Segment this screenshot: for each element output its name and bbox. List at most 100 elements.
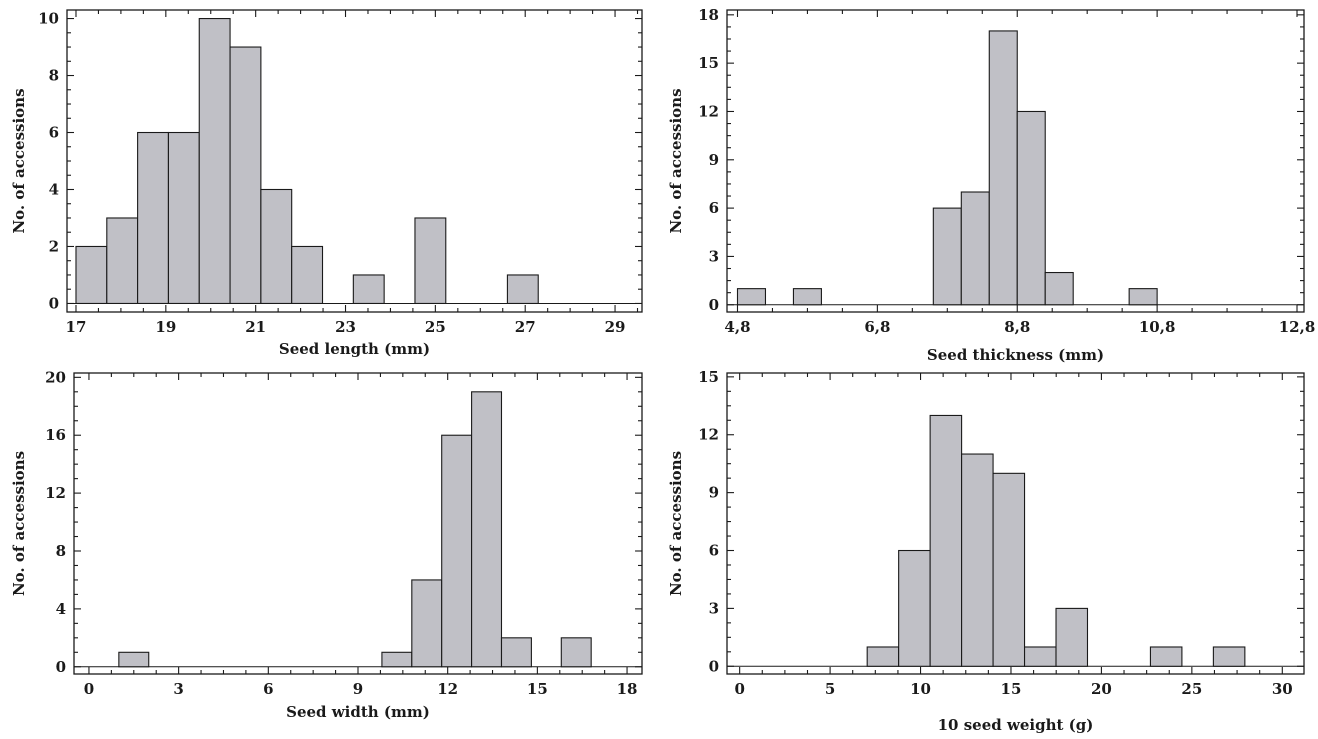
histogram-panel-2: 4,8 6,8 8,8 10,8 12,8 0 3 6 9 12 15 18 Seed thicknes… — [667, 6, 1315, 364]
x-tick-label: 12 — [437, 680, 458, 698]
y-tick-label: 0 — [49, 294, 59, 312]
y-tick-label: 16 — [45, 426, 66, 444]
y-tick-label: 8 — [49, 67, 59, 85]
x-tick-label: 12,8 — [1279, 318, 1316, 336]
histogram-bar — [1212, 646, 1246, 667]
histogram-bar — [506, 274, 539, 305]
histogram-bar — [792, 288, 822, 306]
x-tick-label: 6,8 — [864, 318, 890, 336]
histogram-bar — [471, 391, 503, 668]
x-tick-label: 8,8 — [1004, 318, 1030, 336]
histogram-bar — [260, 188, 293, 305]
plot-frame — [726, 372, 1305, 675]
histogram-panel-4: 0 5 10 15 20 25 30 0 3 6 9 12 15 10 seed weight (g) No… — [667, 368, 1305, 734]
y-tick-label: 12 — [698, 426, 719, 444]
y-axis-title: No. of accessions — [10, 88, 28, 233]
y-tick-label: 3 — [709, 599, 719, 617]
x-tick-label: 19 — [155, 318, 176, 336]
y-axis-title: No. of accessions — [10, 451, 28, 596]
x-tick-label: 5 — [825, 680, 835, 698]
x-tick-label: 29 — [605, 318, 626, 336]
x-tick-label: 15 — [1001, 680, 1022, 698]
y-axis-title: No. of accessions — [667, 451, 685, 596]
x-tick-label: 15 — [527, 680, 548, 698]
plot-frame — [726, 9, 1305, 313]
histogram-bar — [560, 637, 592, 668]
y-tick-label: 8 — [56, 542, 66, 560]
histogram-bar — [992, 472, 1026, 667]
x-tick-label: 4,8 — [724, 318, 750, 336]
y-tick-label: 9 — [709, 151, 719, 169]
x-tick-label: 20 — [1091, 680, 1112, 698]
histogram-bar — [1016, 110, 1046, 306]
histogram-bar — [291, 245, 324, 305]
y-tick-label: 18 — [698, 6, 719, 24]
histogram-bar — [961, 453, 994, 667]
y-tick-label: 12 — [45, 484, 66, 502]
y-axis-title: No. of accessions — [667, 88, 685, 233]
x-tick-label: 27 — [515, 318, 536, 336]
x-tick-label: 21 — [245, 318, 266, 336]
y-tick-label: 12 — [698, 102, 719, 120]
y-tick-label: 2 — [49, 237, 59, 255]
histogram-bar — [381, 651, 413, 668]
histogram-bar — [167, 131, 200, 305]
x-tick-label: 10 — [910, 680, 931, 698]
histogram-bar — [929, 414, 963, 667]
x-axis-title: Seed length (mm) — [279, 340, 430, 358]
histogram-bar — [118, 651, 150, 668]
histogram-bar — [1023, 646, 1057, 667]
histogram-bar — [352, 274, 385, 305]
x-axis-title: 10 seed weight (g) — [938, 716, 1094, 734]
y-tick-label: 4 — [49, 180, 59, 198]
histogram-panel-3: 0 3 6 9 12 15 18 0 4 8 12 16 20 Seed width (mm) No. of… — [10, 368, 643, 721]
histogram-bar — [736, 288, 767, 306]
plot-frame — [73, 372, 643, 675]
histogram-bar — [500, 637, 532, 668]
histogram-bar — [137, 131, 169, 305]
histogram-bar — [898, 549, 931, 667]
histogram-bar — [441, 434, 473, 668]
y-tick-label: 4 — [56, 600, 66, 618]
x-tick-label: 9 — [353, 680, 363, 698]
x-tick-label: 18 — [617, 680, 638, 698]
y-tick-label: 6 — [709, 199, 719, 217]
histogram-bar — [198, 17, 231, 305]
y-tick-label: 15 — [698, 54, 719, 72]
x-tick-label: 23 — [335, 318, 356, 336]
x-tick-label: 30 — [1272, 680, 1293, 698]
x-tick-label: 25 — [1181, 680, 1202, 698]
y-tick-label: 0 — [709, 296, 719, 314]
y-tick-label: 9 — [709, 484, 719, 502]
histogram-bar — [1055, 607, 1089, 667]
x-tick-label: 6 — [263, 680, 273, 698]
histogram-panel-1: 17 19 21 23 25 27 29 0 2 4 6 8 10 Seed length (mm) No.… — [10, 9, 643, 358]
y-tick-label: 10 — [38, 10, 59, 28]
y-tick-label: 0 — [709, 657, 719, 675]
histogram-bar — [106, 217, 139, 305]
histogram-bar — [1044, 271, 1074, 306]
y-tick-label: 6 — [49, 124, 59, 142]
x-tick-label: 3 — [173, 680, 183, 698]
histogram-bar — [960, 191, 990, 306]
x-tick-label: 17 — [66, 318, 87, 336]
x-tick-label: 25 — [425, 318, 446, 336]
histogram-bar — [229, 46, 262, 305]
x-tick-label: 0 — [84, 680, 94, 698]
histogram-bar — [932, 207, 962, 306]
histogram-bar — [411, 579, 443, 668]
y-tick-label: 15 — [698, 368, 719, 386]
x-tick-label: 0 — [734, 680, 744, 698]
x-axis-title: Seed width (mm) — [286, 703, 430, 721]
histogram-bar — [414, 217, 447, 305]
y-tick-label: 3 — [709, 247, 719, 265]
x-axis-title: Seed thickness (mm) — [927, 346, 1104, 364]
histogram-bar — [1128, 288, 1158, 306]
histogram-bar — [75, 245, 108, 305]
y-tick-label: 0 — [56, 658, 66, 676]
histogram-bar — [866, 646, 900, 667]
y-tick-label: 6 — [709, 542, 719, 560]
x-tick-label: 10,8 — [1139, 318, 1176, 336]
histogram-bar — [1149, 646, 1183, 667]
